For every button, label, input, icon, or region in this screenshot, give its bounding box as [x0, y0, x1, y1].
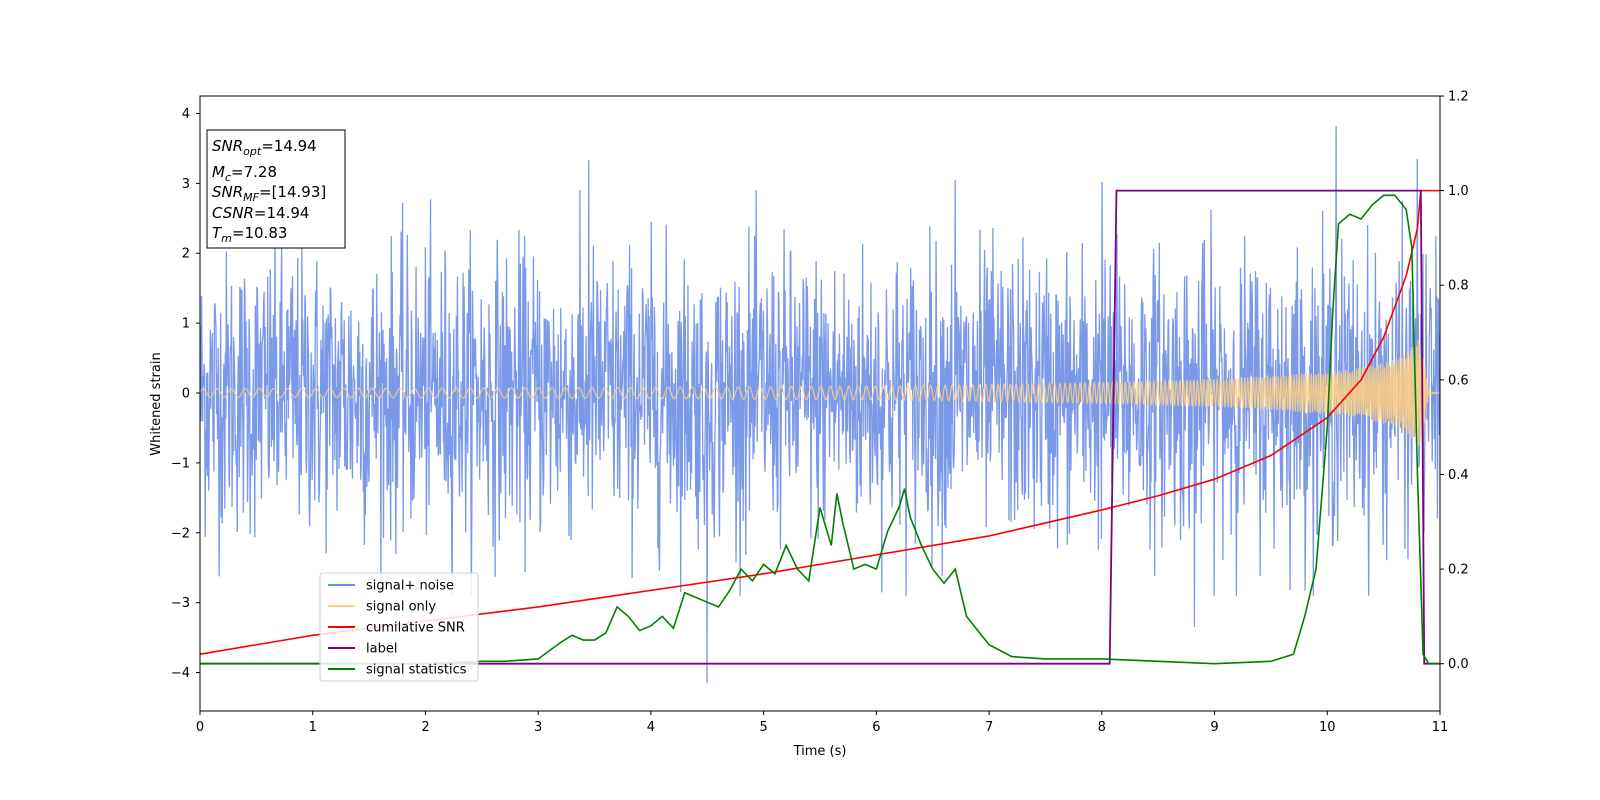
info-tm: Tm=10.83 — [212, 224, 287, 245]
y-left-tick-label: 1 — [182, 317, 190, 332]
x-tick-label: 9 — [1210, 720, 1218, 735]
x-tick-label: 2 — [421, 720, 429, 735]
y-right-tick-label: 0.2 — [1448, 563, 1469, 578]
info-box: SNRopt=14.94 Mc=7.28 SNRMF=[14.93] CSNR=… — [206, 129, 346, 249]
y-left-tick-label: 2 — [182, 247, 190, 262]
info-csnr: CSNR=14.94 — [212, 204, 309, 222]
y-right-tick-label: 0.0 — [1448, 657, 1469, 672]
info-mc: Mc=7.28 — [212, 163, 277, 184]
y-right-tick-label: 0.6 — [1448, 373, 1469, 388]
y-left-tick-label: 4 — [182, 107, 190, 122]
info-box-frame — [206, 129, 346, 249]
legend-label: signal only — [366, 600, 436, 615]
y-left-tick-label: −3 — [171, 596, 190, 611]
info-snr-opt: SNRopt=14.94 — [212, 137, 317, 158]
x-tick-label: 7 — [985, 720, 993, 735]
info-snr-mf: SNRMF=[14.93] — [212, 183, 326, 204]
x-tick-label: 8 — [1098, 720, 1106, 735]
series-signal-only — [200, 340, 1440, 446]
legend-label: signal+ noise — [366, 579, 454, 594]
legend: signal+ noise signal only cumilative SNR la… — [319, 572, 479, 682]
y-left-tick-label: 0 — [182, 387, 190, 402]
x-tick-label: 5 — [759, 720, 767, 735]
axes-frame — [199, 95, 1441, 712]
x-tick-label: 1 — [309, 720, 317, 735]
x-tick-label: 4 — [647, 720, 655, 735]
y-left-tick-label: −1 — [171, 456, 190, 471]
x-tick-label: 3 — [534, 720, 542, 735]
legend-label: cumilative SNR — [366, 621, 465, 636]
y-axis-label: Whitened strain — [149, 352, 164, 455]
ticks: 0 1 2 3 4 5 6 7 8 9 10 11 −4 −3 −2 −1 0 1 2 3 4 0.0 0.2 0.4 0.6 0… — [171, 90, 1469, 736]
y-left-tick-label: −2 — [171, 526, 190, 541]
x-tick-label: 11 — [1432, 720, 1449, 735]
x-tick-label: 10 — [1319, 720, 1336, 735]
legend-label: label — [366, 642, 397, 657]
x-tick-label: 0 — [196, 720, 204, 735]
series-label — [200, 189, 1440, 665]
legend-label: signal statistics — [366, 663, 467, 678]
y-right-tick-label: 1.0 — [1448, 184, 1469, 199]
y-left-tick-label: 3 — [182, 177, 190, 192]
x-axis-label: Time (s) — [793, 744, 847, 759]
y-left-tick-label: −4 — [171, 666, 190, 681]
x-tick-label: 6 — [872, 720, 880, 735]
series-signal-statistics — [200, 194, 1440, 665]
y-right-tick-label: 0.4 — [1448, 468, 1469, 483]
series-signal-noise — [200, 126, 1440, 684]
legend-frame — [319, 572, 479, 682]
y-right-tick-label: 1.2 — [1448, 90, 1469, 105]
y-right-tick-label: 0.8 — [1448, 279, 1469, 294]
